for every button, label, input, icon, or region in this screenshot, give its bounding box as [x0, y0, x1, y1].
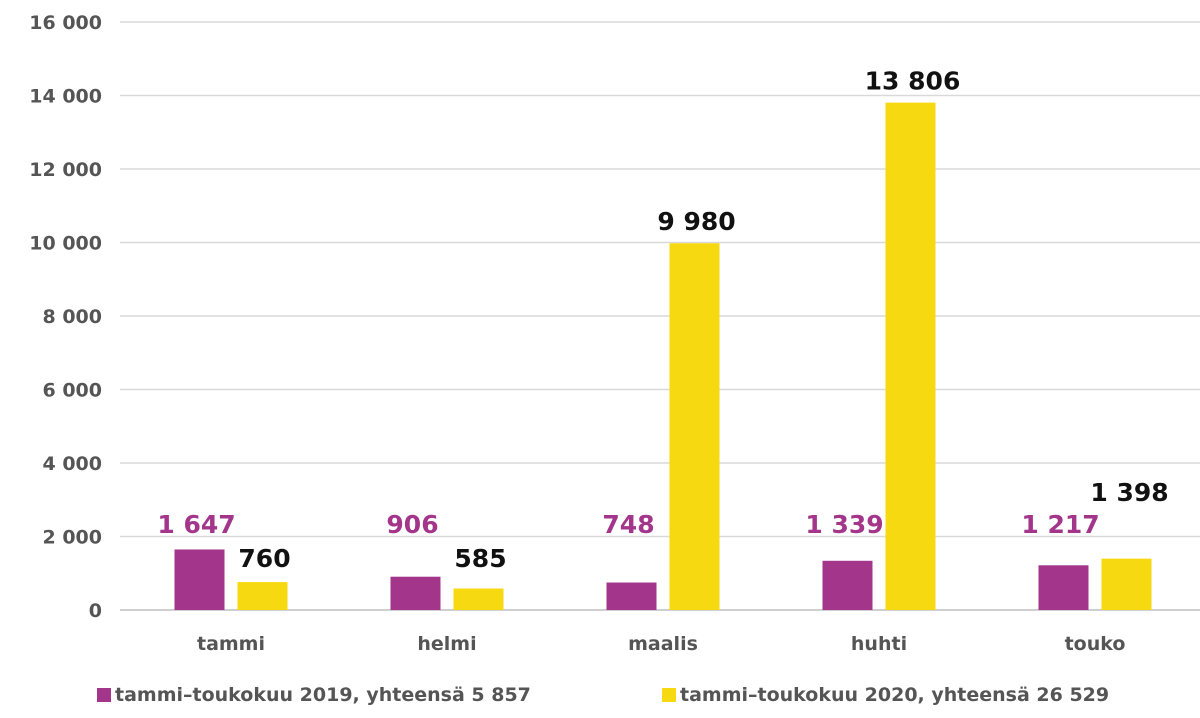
bar-2020-tammi — [237, 582, 288, 610]
y-tick-label: 10 000 — [29, 233, 102, 255]
legend-label-2020: tammi–toukokuu 2020, yhteensä 26 529 — [680, 684, 1109, 706]
y-tick-label: 2 000 — [43, 527, 103, 549]
x-tick-label: touko — [1065, 633, 1126, 655]
y-tick-label: 16 000 — [29, 12, 102, 34]
data-label: 9 980 — [657, 207, 735, 236]
y-tick-label: 12 000 — [29, 159, 102, 181]
bar-2019-huhti — [822, 560, 873, 610]
bar-2019-helmi — [390, 576, 441, 610]
data-label: 748 — [602, 510, 654, 539]
data-label: 13 806 — [865, 67, 961, 96]
x-tick-label: huhti — [851, 633, 907, 655]
y-tick-label: 14 000 — [29, 86, 102, 108]
y-tick-label: 0 — [89, 600, 102, 622]
legend-swatch-2020 — [662, 688, 676, 702]
bar-2019-touko — [1038, 565, 1089, 610]
data-label: 1 217 — [1021, 510, 1099, 539]
x-tick-label: helmi — [417, 633, 476, 655]
y-tick-label: 4 000 — [43, 453, 103, 475]
data-label: 760 — [238, 544, 290, 573]
data-label: 906 — [386, 510, 438, 539]
x-tick-label: tammi — [197, 633, 265, 655]
data-label: 1 398 — [1090, 478, 1168, 507]
bar-2020-maalis — [669, 243, 720, 611]
bars — [174, 102, 1152, 611]
data-label: 1 339 — [805, 510, 883, 539]
legend-label-2019: tammi–toukokuu 2019, yhteensä 5 857 — [115, 684, 531, 706]
x-axis-categories: tammi helmi maalis huhti touko — [197, 633, 1125, 655]
y-tick-label: 6 000 — [43, 380, 103, 402]
bar-2019-maalis — [606, 582, 657, 610]
y-tick-label: 8 000 — [43, 306, 103, 328]
gridlines — [120, 21, 1200, 611]
x-tick-label: maalis — [628, 633, 698, 655]
legend: tammi–toukokuu 2019, yhteensä 5 857 tamm… — [97, 684, 1109, 706]
bar-2020-huhti — [885, 102, 936, 610]
data-label: 585 — [454, 544, 506, 573]
bar-2019-tammi — [174, 549, 225, 610]
bar-2020-helmi — [453, 588, 504, 610]
data-label: 1 647 — [157, 510, 235, 539]
bar-2020-touko — [1101, 558, 1152, 610]
y-axis-ticks: 0 2 000 4 000 6 000 8 000 10 000 12 000 14 000 1… — [29, 12, 102, 622]
legend-swatch-2019 — [97, 688, 111, 702]
